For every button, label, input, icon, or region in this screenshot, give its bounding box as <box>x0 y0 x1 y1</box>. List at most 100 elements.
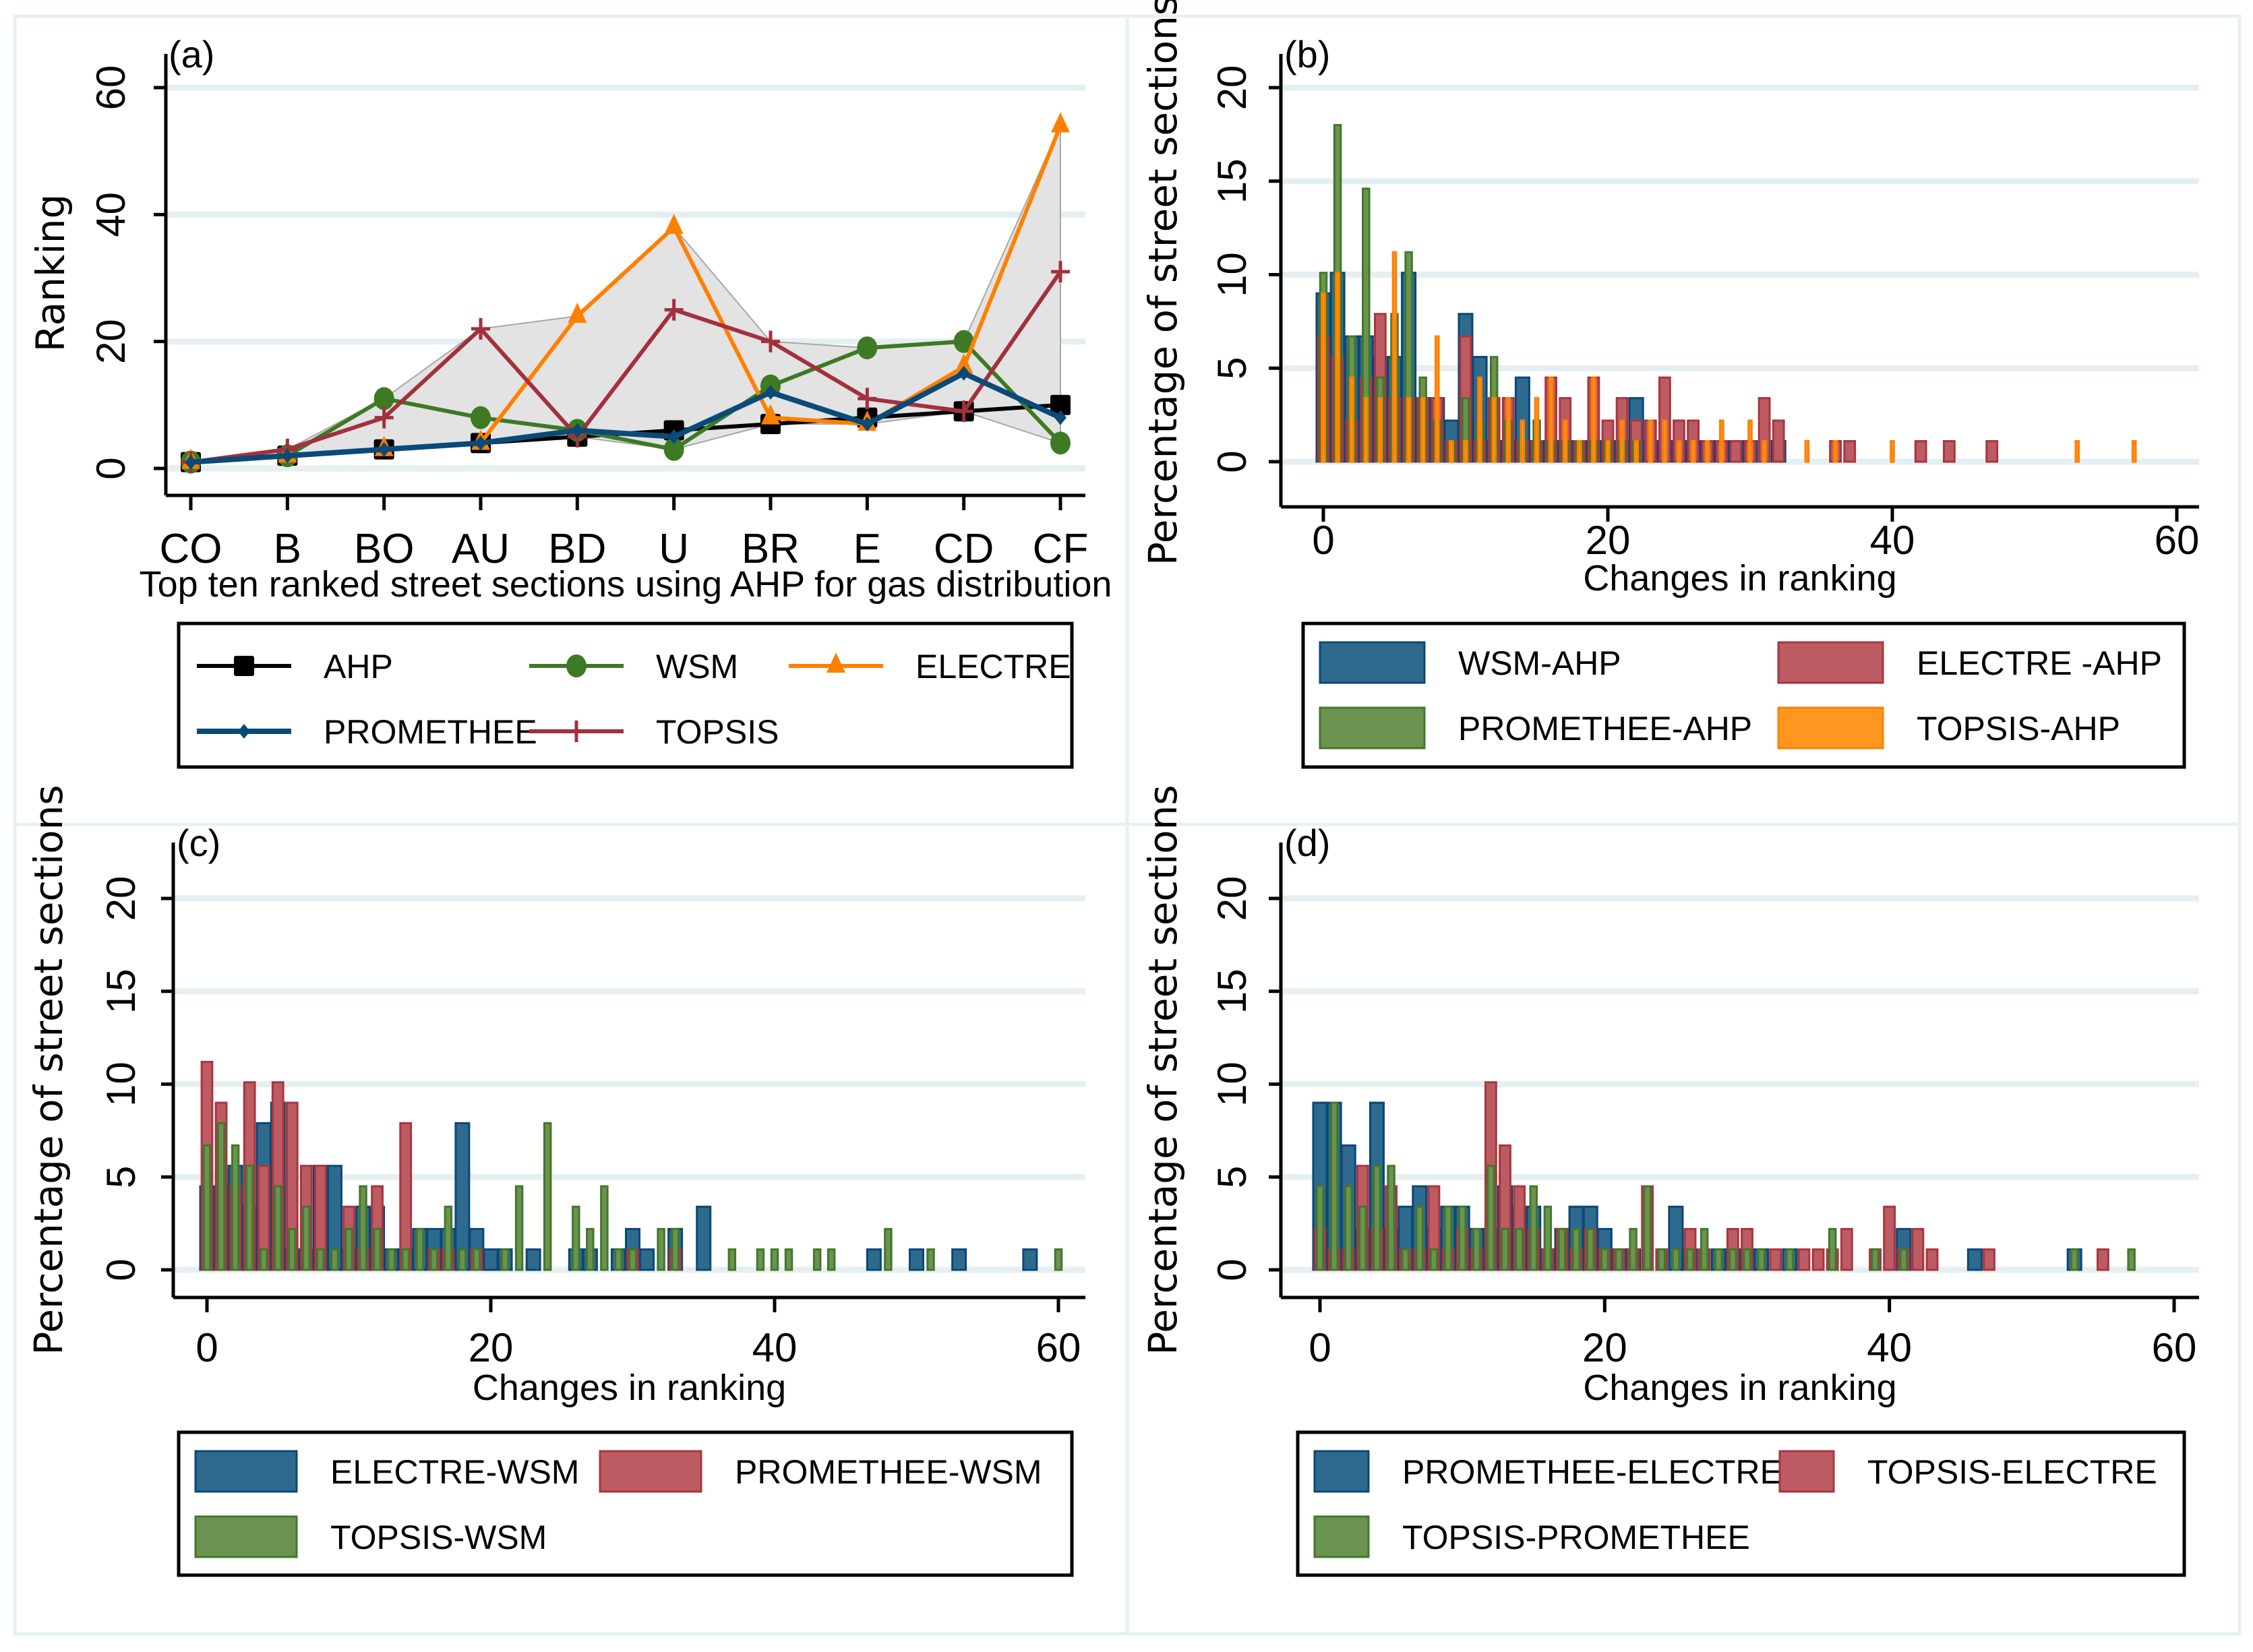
bar-topsis-wsm-30 <box>628 1248 637 1271</box>
y-tick-label-5: 5 <box>1209 1166 1255 1188</box>
legend-item-promethee-electre: PROMETHEE-ELECTRE <box>1313 1450 1782 1493</box>
bar-topsis-promethee-22 <box>1629 1227 1638 1271</box>
point-topsis-u <box>664 299 684 321</box>
bar-topsis-ahp-28 <box>1718 419 1724 463</box>
legend-box <box>1301 621 2186 769</box>
y-tick-label-60: 60 <box>88 65 133 111</box>
bar-topsis-electre-55 <box>2096 1248 2109 1271</box>
bar-topsis-promethee-2 <box>1344 1185 1353 1271</box>
point-electre-cf <box>1051 112 1070 133</box>
legend-a: AHP WSM ELECTRE PROMETHEE TOPSIS <box>177 621 1074 769</box>
bar-topsis-wsm-13 <box>387 1248 396 1271</box>
point-ahp-cf <box>1050 394 1071 415</box>
x-category-co: CO <box>160 526 222 572</box>
bar-topsis-promethee-4 <box>1373 1165 1381 1271</box>
bar-topsis-promethee-29 <box>1729 1248 1737 1271</box>
legend-label-topsis-wsm: TOPSIS-WSM <box>330 1519 547 1556</box>
bar-topsis-wsm-9 <box>330 1248 339 1271</box>
bar-topsis-ahp-2 <box>1349 376 1355 463</box>
series-topsis <box>181 261 1070 473</box>
bar-topsis-promethee-26 <box>1685 1248 1695 1271</box>
bar-topsis-ahp-10 <box>1463 439 1468 463</box>
bar-topsis-promethee-27 <box>1700 1227 1709 1271</box>
legend-label-promethee-wsm: PROMETHEE-WSM <box>735 1453 1042 1491</box>
x-category-cf: CF <box>1033 526 1089 572</box>
bar-topsis-ahp-27 <box>1704 439 1710 463</box>
point-topsis-cd <box>954 400 973 423</box>
legend-swatch-electre-wsm <box>194 1450 298 1493</box>
series-topsis-promethee <box>1315 1101 2136 1271</box>
bar-topsis-wsm-27 <box>586 1227 595 1271</box>
x-tick-label-0: 0 <box>196 1325 218 1370</box>
bar-topsis-ahp-23 <box>1648 419 1654 463</box>
bar-topsis-promethee-3 <box>1358 1205 1367 1271</box>
x-axis-title: Top ten ranked street sections using AHP… <box>140 564 1112 605</box>
legend-marker-wsm <box>566 654 587 677</box>
bar-topsis-electre-34 <box>1797 1248 1811 1271</box>
x-tick-label-40: 40 <box>1870 518 1915 563</box>
bar-topsis-promethee-21 <box>1615 1248 1623 1271</box>
bar-topsis-promethee-15 <box>1529 1185 1538 1271</box>
bar-promethee-wsm-14 <box>399 1122 413 1271</box>
legend-label-topsis: TOPSIS <box>656 713 779 751</box>
y-tick-label-15: 15 <box>1209 158 1255 204</box>
point-promethee-cf <box>1054 410 1067 425</box>
bar-topsis-wsm-18 <box>458 1248 467 1271</box>
bar-topsis-ahp-22 <box>1633 439 1640 463</box>
legend-marker-topsis <box>567 721 586 742</box>
bar-topsis-promethee-14 <box>1515 1227 1524 1271</box>
bar-topsis-ahp-7 <box>1420 397 1426 463</box>
panel-label-d: (d) <box>1284 822 1330 864</box>
bar-topsis-ahp-57 <box>2131 439 2137 463</box>
legend-label-promethee-electre: PROMETHEE-ELECTRE <box>1402 1453 1782 1491</box>
bar-topsis-promethee-30 <box>1743 1248 1751 1271</box>
bar-topsis-wsm-44 <box>827 1248 836 1271</box>
bar-electre-wsm-31 <box>639 1248 655 1271</box>
point-promethee-bo <box>378 441 390 457</box>
y-tick-label-5: 5 <box>1209 357 1255 379</box>
bar-topsis-electre-40 <box>1883 1205 1896 1271</box>
legend-label-promethee-ahp: PROMETHEE-AHP <box>1458 710 1752 747</box>
bar-topsis-ahp-13 <box>1505 397 1511 463</box>
bar-topsis-wsm-37 <box>727 1248 737 1271</box>
bar-topsis-promethee-8 <box>1429 1248 1439 1271</box>
bar-topsis-wsm-17 <box>444 1205 453 1271</box>
bar-electre-ahp-32 <box>1772 419 1785 463</box>
bar-topsis-ahp-31 <box>1762 439 1767 463</box>
x-category-u: U <box>659 526 689 572</box>
legend-swatch-topsis-ahp <box>1777 706 1884 749</box>
bar-topsis-promethee-24 <box>1657 1248 1666 1271</box>
bar-topsis-promethee-11 <box>1472 1227 1481 1271</box>
bar-electre-wsm-35 <box>696 1205 712 1271</box>
bar-topsis-wsm-22 <box>514 1185 524 1271</box>
point-electre-cd <box>954 353 973 374</box>
bar-topsis-wsm-40 <box>770 1248 779 1271</box>
bar-topsis-promethee-25 <box>1671 1248 1681 1271</box>
legend-item-ahp: AHP <box>197 648 393 685</box>
x-tick-label-20: 20 <box>1582 1325 1627 1370</box>
y-tick-label-10: 10 <box>98 1062 144 1107</box>
bar-topsis-wsm-24 <box>543 1122 552 1271</box>
legend-item-promethee-wsm: PROMETHEE-WSM <box>599 1450 1042 1493</box>
bar-topsis-wsm-19 <box>472 1248 481 1271</box>
legend-marker-promethee <box>238 724 250 739</box>
legend-item-wsm-ahp: WSM-AHP <box>1319 641 1621 684</box>
legend-label-wsm: WSM <box>656 648 738 685</box>
bar-topsis-promethee-9 <box>1443 1205 1453 1271</box>
bar-topsis-electre-32 <box>1769 1248 1782 1271</box>
legend-swatch-wsm-ahp <box>1319 641 1426 684</box>
bar-topsis-wsm-0 <box>202 1144 212 1271</box>
y-axis-title: Percentage of street sections <box>26 785 71 1355</box>
bar-topsis-wsm-2 <box>231 1144 240 1271</box>
point-electre-bd <box>568 303 587 323</box>
legend-swatch-promethee-ahp <box>1319 706 1426 749</box>
bar-electre-wsm-58 <box>1022 1248 1038 1271</box>
bar-topsis-promethee-7 <box>1415 1205 1424 1271</box>
legend-box <box>177 621 1074 769</box>
x-axis-title: Changes in ranking <box>1583 1368 1896 1408</box>
legend-item-electre-ahp: ELECTRE -AHP <box>1777 641 2162 684</box>
bar-electre-wsm-18 <box>454 1122 471 1271</box>
y-tick-label-20: 20 <box>88 319 133 364</box>
legend-swatch-topsis-promethee <box>1313 1515 1370 1558</box>
